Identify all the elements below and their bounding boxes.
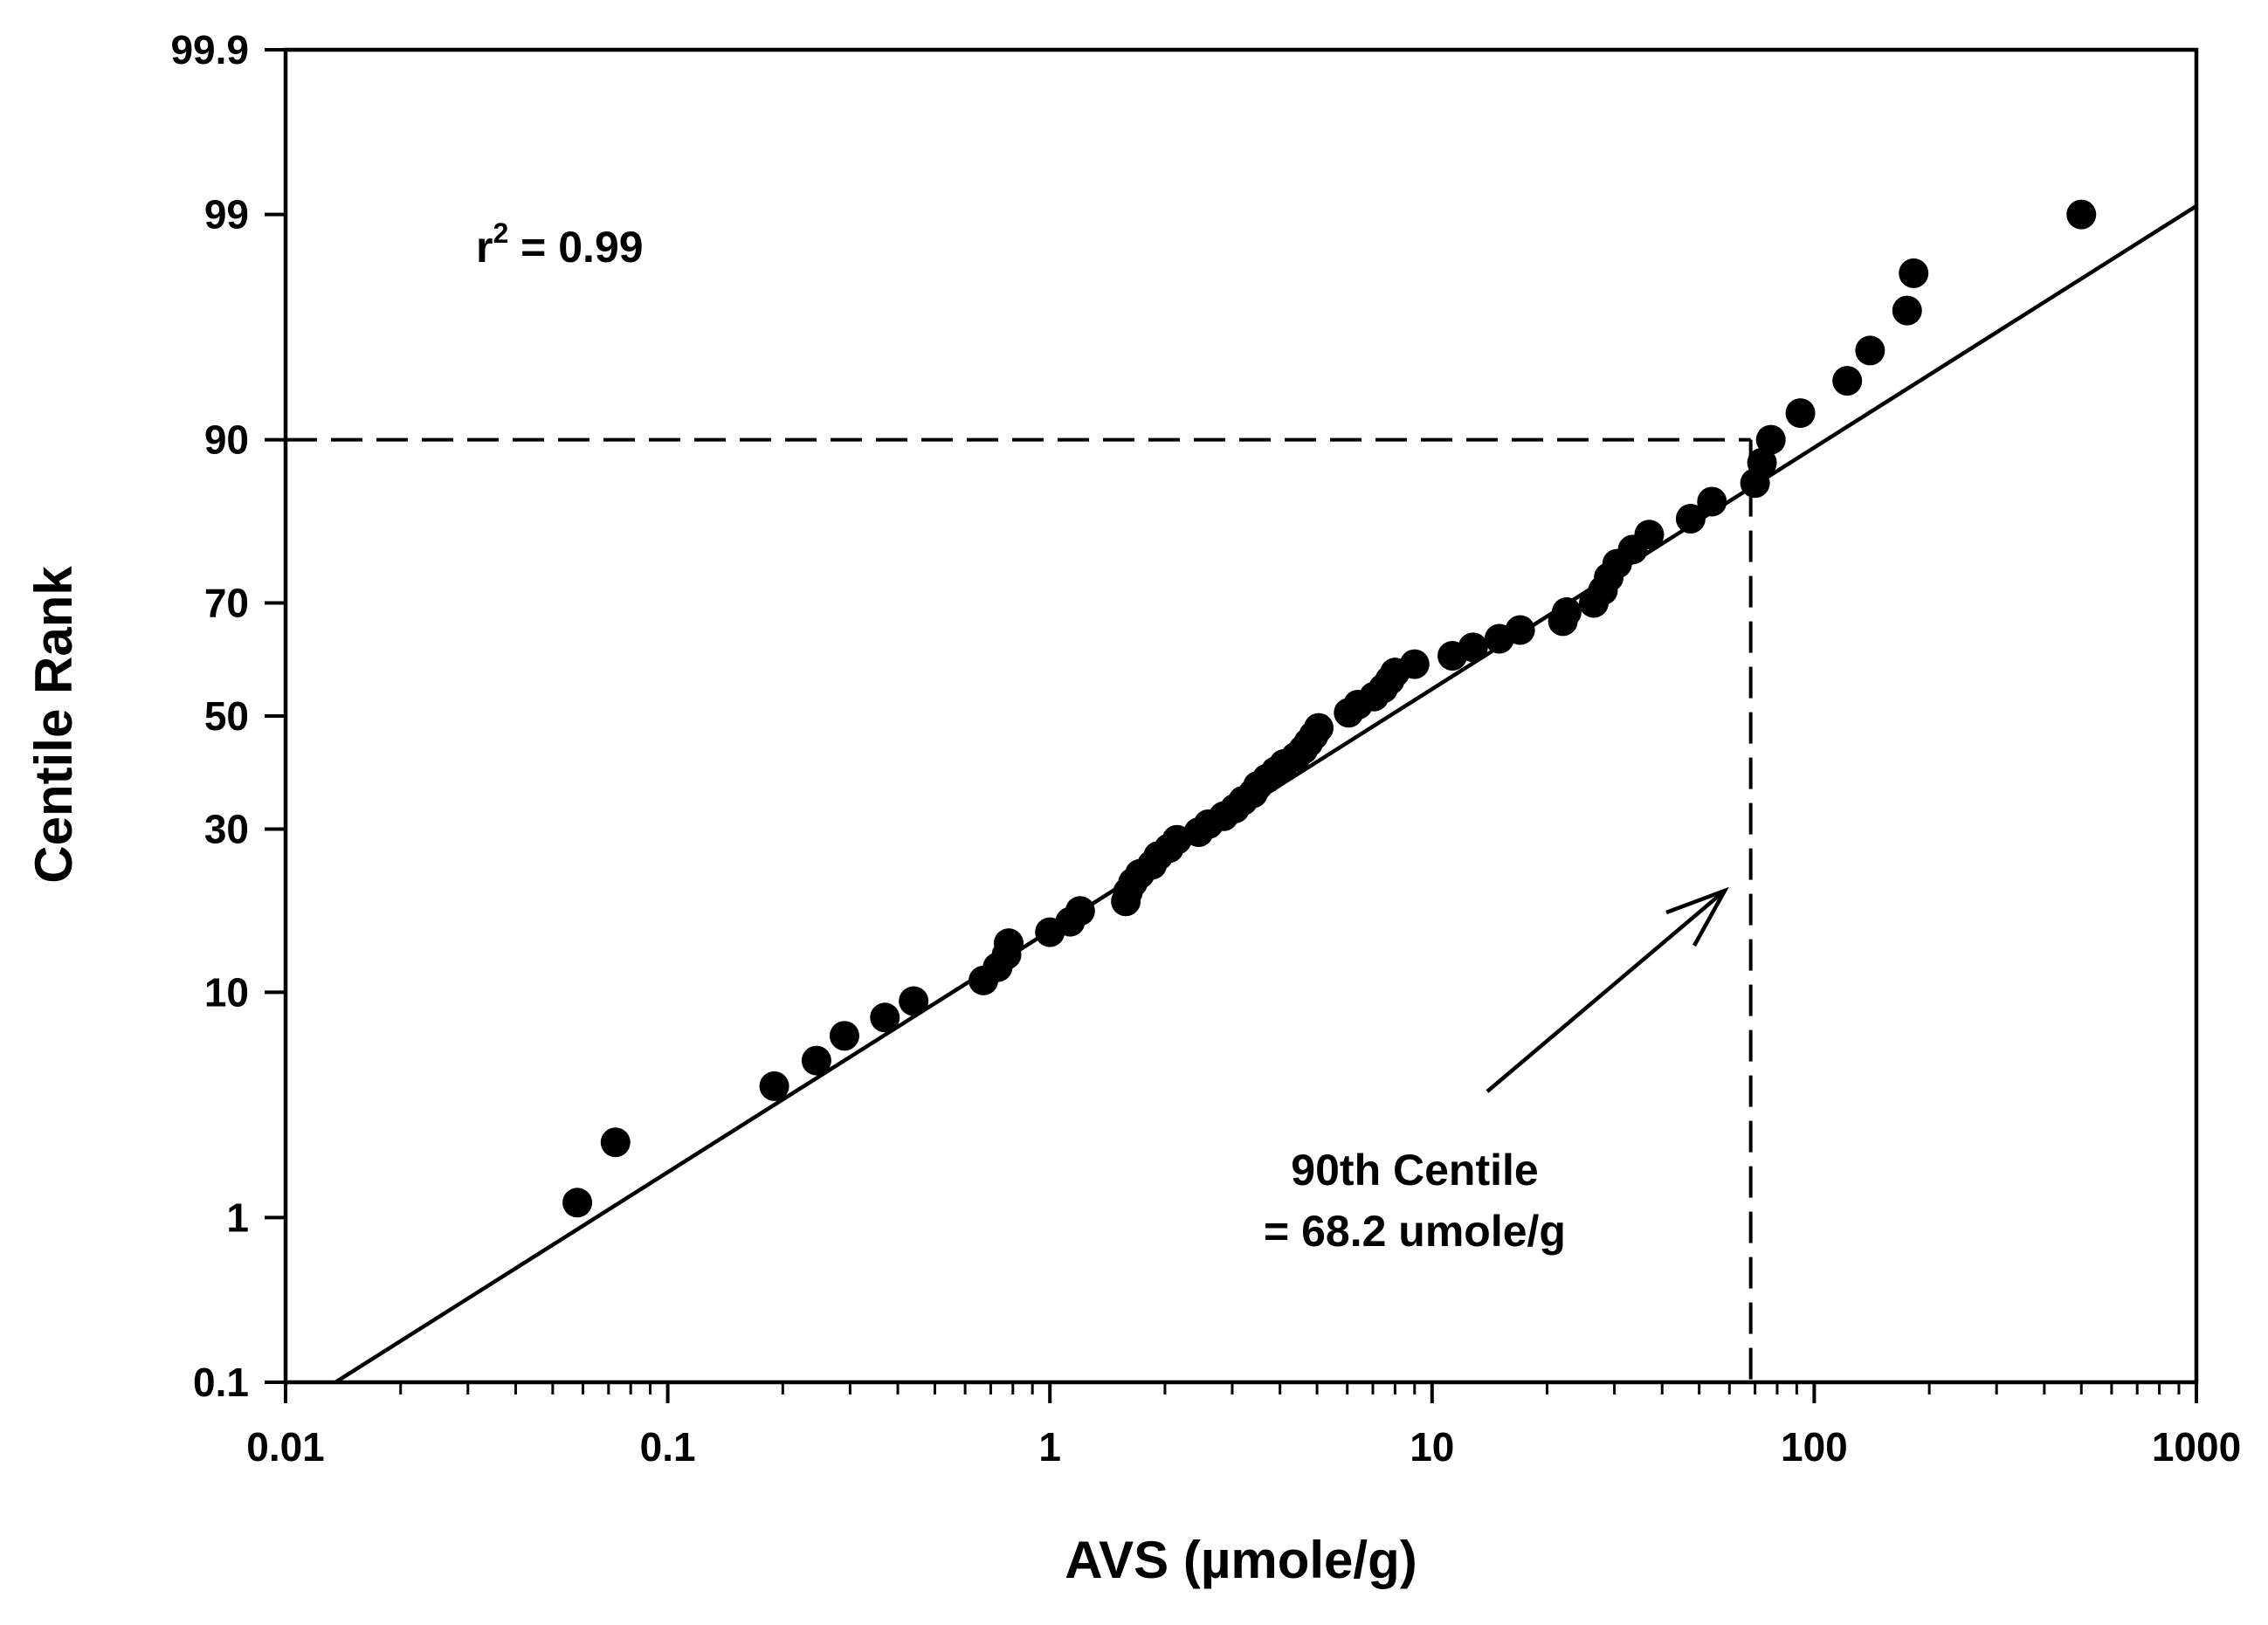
y-tick-label: 50 xyxy=(204,693,249,739)
annotation-arrow-shaft xyxy=(1486,889,1727,1093)
x-axis-title: AVS (µmole/g) xyxy=(1065,1531,1417,1589)
data-point xyxy=(1697,486,1727,517)
x-tick-label: 1000 xyxy=(2152,1424,2241,1470)
data-point xyxy=(1634,520,1665,550)
data-point xyxy=(993,928,1024,959)
data-point xyxy=(1458,632,1488,663)
x-tick-label: 0.1 xyxy=(640,1424,696,1470)
data-point xyxy=(870,1002,900,1033)
data-point xyxy=(1755,424,1786,455)
data-points-layer xyxy=(562,199,2097,1218)
x-tick-label: 100 xyxy=(1781,1424,1848,1470)
data-point xyxy=(899,986,929,1016)
data-point xyxy=(562,1188,593,1218)
data-point xyxy=(1551,597,1582,628)
annotation-90th-centile-value: = 68.2 umole/g xyxy=(1264,1207,1566,1256)
data-point xyxy=(1832,366,1863,396)
reference-lines-layer xyxy=(286,437,1753,1382)
labels-layer: AVS (µmole/g) Centile Rank r2 = 0.99 90th C… xyxy=(24,217,1729,1589)
y-tick-label: 1 xyxy=(226,1195,249,1240)
y-tick-label: 99 xyxy=(204,192,249,238)
y-tick-label: 90 xyxy=(204,417,249,463)
y-tick-label: 0.1 xyxy=(193,1360,249,1405)
y-tick-label: 70 xyxy=(204,581,249,626)
x-axis-ticks: 0.01 0.1 1 10 100 1000 xyxy=(246,1382,2241,1470)
annotation-arrow-head xyxy=(1665,886,1729,947)
y-axis-ticks: 0.1 1 10 30 50 70 90 99 99.9 xyxy=(170,27,286,1405)
y-tick-label: 99.9 xyxy=(170,27,249,72)
r-squared-label: r2 = 0.99 xyxy=(476,217,644,272)
y-axis-title: Centile Rank xyxy=(24,566,83,884)
data-point xyxy=(1747,447,1777,478)
r-squared-superscript: 2 xyxy=(493,217,508,249)
data-point xyxy=(1399,649,1430,679)
data-point xyxy=(1303,713,1334,743)
r-squared-symbol: r xyxy=(476,223,493,272)
x-tick-label: 0.01 xyxy=(246,1424,325,1470)
y-tick-label: 10 xyxy=(204,969,249,1015)
data-point xyxy=(1892,295,1922,326)
data-point xyxy=(759,1071,789,1101)
data-point xyxy=(1675,503,1706,534)
annotation-90th-centile: 90th Centile xyxy=(1291,1146,1538,1195)
data-point xyxy=(1505,615,1535,645)
data-point xyxy=(829,1021,859,1051)
data-point xyxy=(600,1127,631,1158)
data-point xyxy=(1899,258,1929,288)
x-tick-label: 10 xyxy=(1410,1424,1454,1470)
data-point xyxy=(801,1045,831,1076)
data-point xyxy=(1065,896,1095,926)
data-point xyxy=(1785,398,1816,429)
data-point xyxy=(2066,199,2097,230)
x-tick-label: 1 xyxy=(1038,1424,1061,1470)
r-squared-value: = 0.99 xyxy=(508,223,643,272)
y-tick-label: 30 xyxy=(204,806,249,851)
data-point xyxy=(1855,335,1885,366)
